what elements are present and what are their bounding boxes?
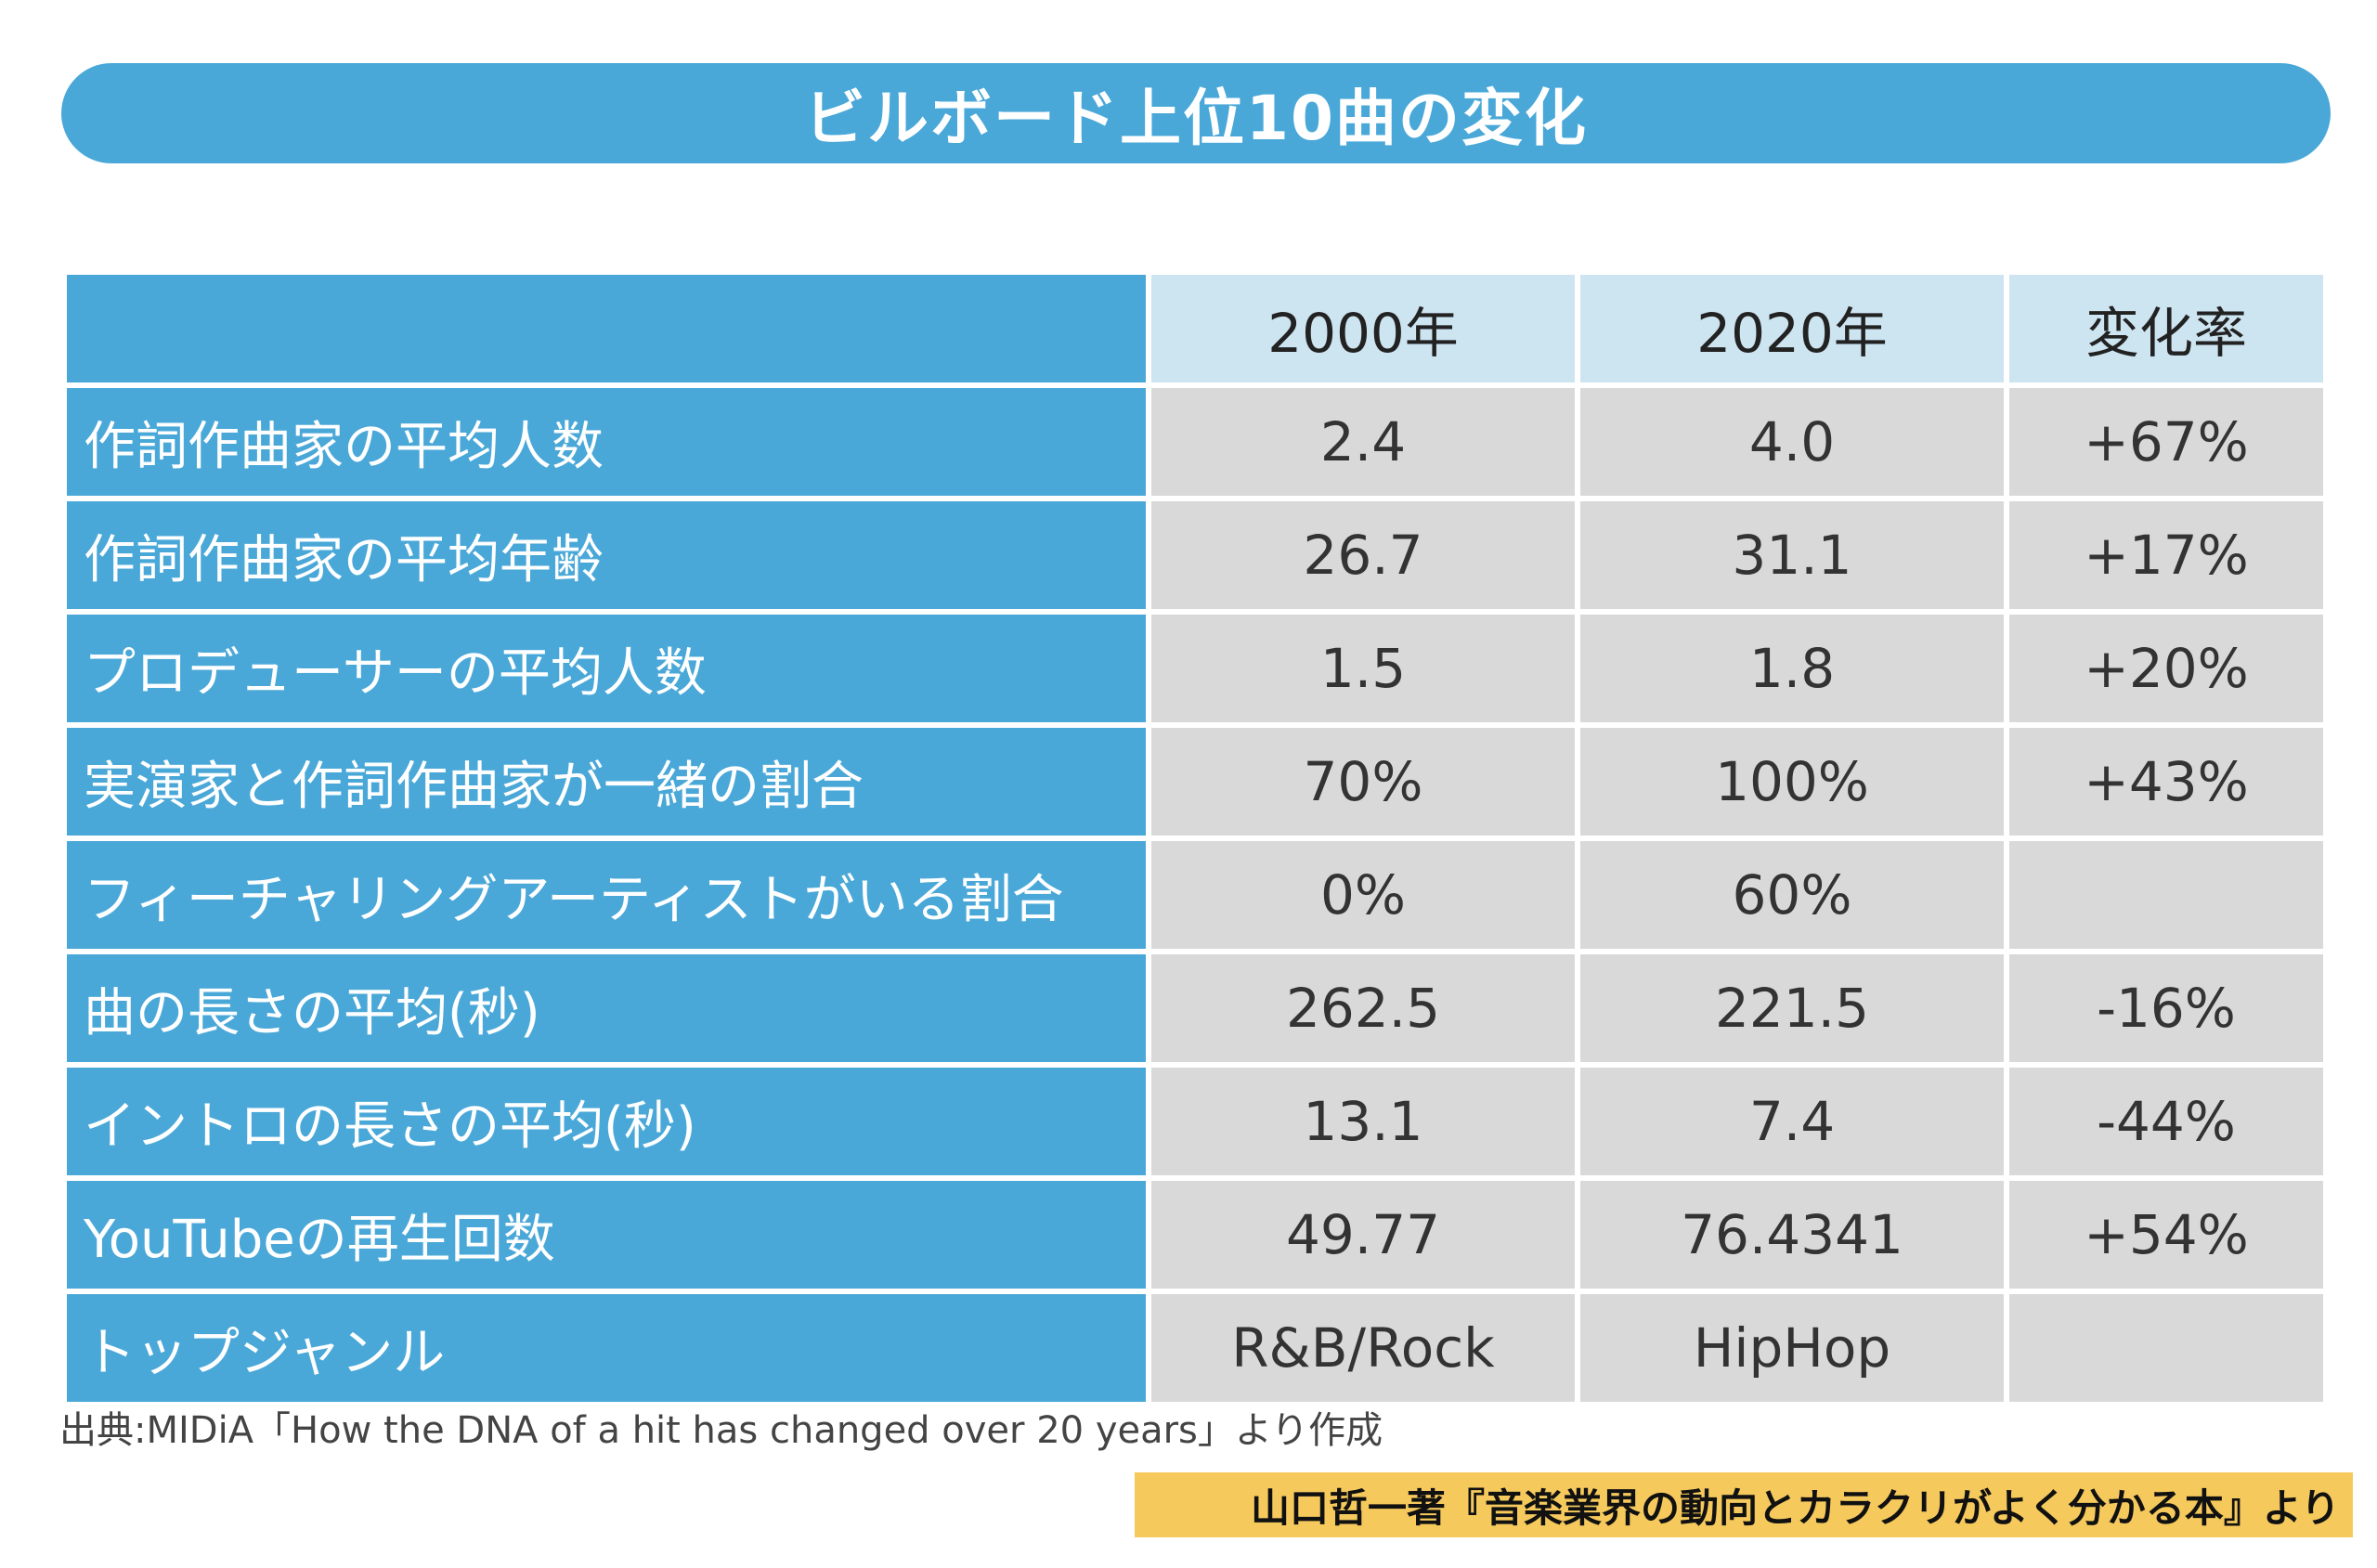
row-label: 作詞作曲家の平均人数 [61,382,1151,501]
value-2000: R&B/Rock [1146,1289,1580,1407]
row-label: 作詞作曲家の平均年齢 [61,496,1151,615]
row-label: YouTubeの再生回数 [61,1175,1151,1294]
row-label: フィーチャリングアーティストがいる割合 [61,836,1151,954]
header-2000: 2000年 [1146,269,1580,388]
value-2020: HipHop [1575,1289,2009,1407]
value-2020: 31.1 [1575,496,2009,615]
value-2020: 76.4341 [1575,1175,2009,1294]
row-label: トップジャンル [61,1289,1151,1407]
value-change-rate: +20% [2004,609,2329,728]
comparison-table: 2000年 2020年 変化率 作詞作曲家の平均人数 2.4 4.0 +67% … [61,269,2329,1407]
table-header-row: 2000年 2020年 変化率 [61,269,2329,388]
book-credit: 山口哲一著『音楽業界の動向とカラクリがよく分かる本』より [1135,1472,2353,1537]
table-row: 作詞作曲家の平均人数 2.4 4.0 +67% [61,382,2329,501]
table-row: 作詞作曲家の平均年齢 26.7 31.1 +17% [61,496,2329,615]
row-label: イントロの長さの平均(秒) [61,1062,1151,1181]
value-2000: 26.7 [1146,496,1580,615]
value-2000: 1.5 [1146,609,1580,728]
value-change-rate [2004,1289,2329,1407]
title-banner: ビルボード上位10曲の変化 [61,63,2331,163]
value-2020: 1.8 [1575,609,2009,728]
value-change-rate: +67% [2004,382,2329,501]
value-2000: 13.1 [1146,1062,1580,1181]
value-2020: 221.5 [1575,949,2009,1068]
value-2000: 70% [1146,722,1580,841]
table-row: 実演家と作詞作曲家が一緒の割合 70% 100% +43% [61,722,2329,841]
value-2020: 60% [1575,836,2009,954]
value-2020: 7.4 [1575,1062,2009,1181]
table-row: フィーチャリングアーティストがいる割合 0% 60% [61,836,2329,954]
table-row: プロデューサーの平均人数 1.5 1.8 +20% [61,609,2329,728]
value-2000: 49.77 [1146,1175,1580,1294]
value-2000: 262.5 [1146,949,1580,1068]
table-row: 曲の長さの平均(秒) 262.5 221.5 -16% [61,949,2329,1068]
header-2020: 2020年 [1575,269,2009,388]
table-row: イントロの長さの平均(秒) 13.1 7.4 -44% [61,1062,2329,1181]
comparison-table-wrapper: 2000年 2020年 変化率 作詞作曲家の平均人数 2.4 4.0 +67% … [61,269,2329,1407]
value-change-rate: -16% [2004,949,2329,1068]
header-corner-cell [61,269,1151,388]
row-label: 曲の長さの平均(秒) [61,949,1151,1068]
value-change-rate [2004,836,2329,954]
value-2020: 100% [1575,722,2009,841]
row-label: 実演家と作詞作曲家が一緒の割合 [61,722,1151,841]
value-2000: 2.4 [1146,382,1580,501]
value-change-rate: +43% [2004,722,2329,841]
value-2020: 4.0 [1575,382,2009,501]
value-change-rate: -44% [2004,1062,2329,1181]
header-change-rate: 変化率 [2004,269,2329,388]
row-label: プロデューサーの平均人数 [61,609,1151,728]
value-change-rate: +17% [2004,496,2329,615]
table-row: トップジャンル R&B/Rock HipHop [61,1289,2329,1407]
source-note: 出典:MIDiA「How the DNA of a hit has change… [59,1409,1383,1452]
value-change-rate: +54% [2004,1175,2329,1294]
page-title: ビルボード上位10曲の変化 [804,83,1588,154]
value-2000: 0% [1146,836,1580,954]
table-row: YouTubeの再生回数 49.77 76.4341 +54% [61,1175,2329,1294]
